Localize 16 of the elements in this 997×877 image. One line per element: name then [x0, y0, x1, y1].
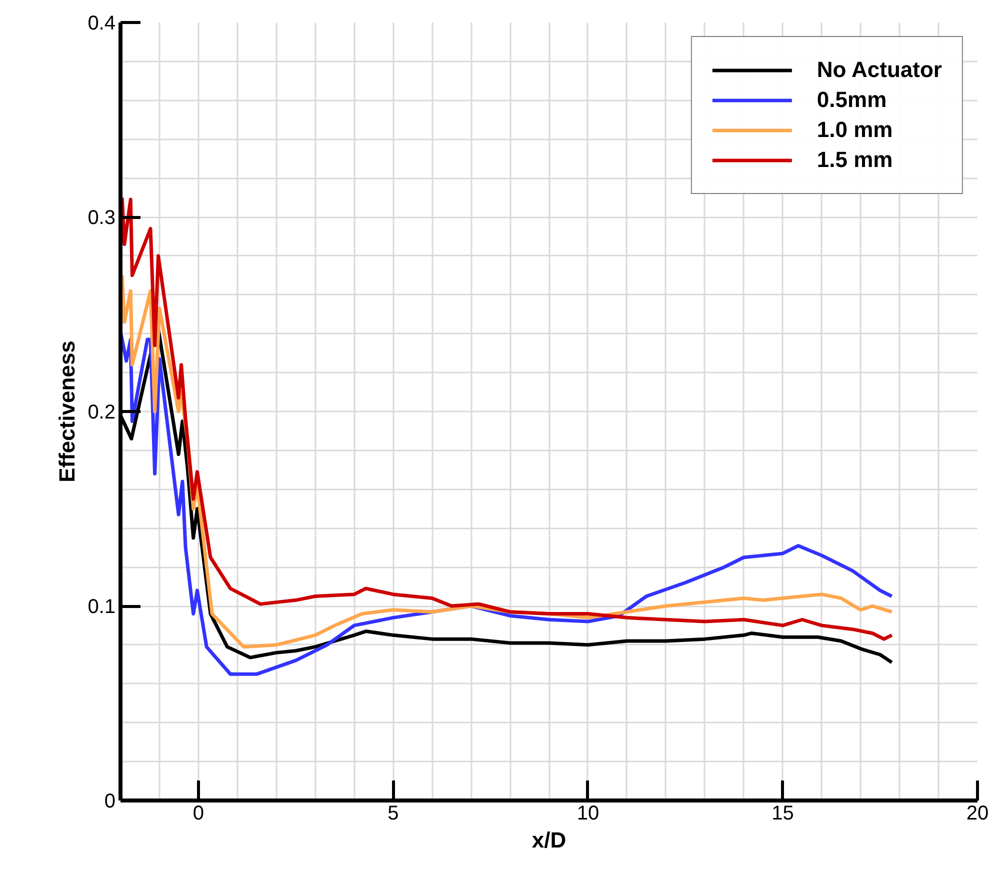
legend-label: 1.5 mm: [816, 147, 893, 173]
legend-label: 0.5mm: [816, 87, 887, 113]
y-tick-label: 0.2: [88, 402, 116, 424]
y-tick-label: 0.4: [88, 12, 116, 34]
x-tick-label: 10: [576, 802, 600, 824]
x-tick-label: 20: [966, 802, 989, 824]
y-tick-label: 0.1: [88, 596, 116, 618]
line-series: [120, 196, 894, 641]
y-tick-label: 0.3: [88, 207, 116, 229]
y-axis-title: Effectiveness: [54, 340, 80, 482]
x-tick-label: 5: [388, 802, 399, 824]
legend-label: 1.0 mm: [816, 117, 893, 143]
x-axis-title: x/D: [532, 828, 566, 852]
x-tick-label: 0: [192, 802, 204, 824]
x-tick-label: 15: [772, 802, 794, 824]
legend-label: No Actuator: [816, 57, 942, 83]
